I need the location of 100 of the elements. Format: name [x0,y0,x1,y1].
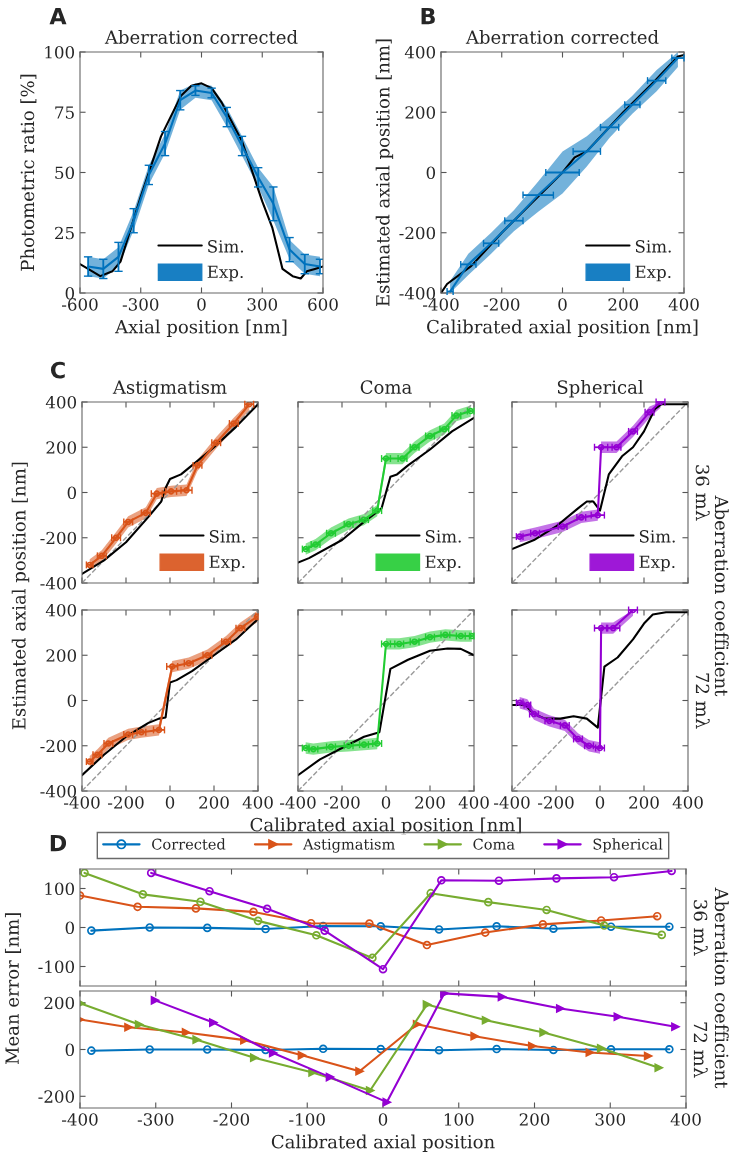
legend-label: Sim. [635,240,671,253]
y-axis-title: Mean error [nm] [4,913,22,1065]
point [320,926,329,935]
point [652,911,662,921]
point [434,1045,444,1055]
point [202,923,212,933]
point [124,1022,133,1032]
point [437,876,446,885]
point [138,890,148,899]
x-axis-title: Axial position [nm] [114,319,287,338]
y2-axis-title: 36 mλ [693,900,708,956]
x-tick-label: 400 [668,298,699,311]
point [657,930,667,940]
point [268,1048,278,1058]
point [376,922,386,931]
x-tick-label: 300 [595,1113,626,1126]
y-tick-label: 25 [55,226,74,240]
point [481,1015,491,1025]
point [606,922,616,932]
point [542,905,551,915]
point [318,921,328,931]
x-tick-label: -300 [122,298,159,311]
y-tick-label: -200 [38,1090,75,1103]
text: Aberration coefficient [714,495,729,697]
text: A [49,7,67,25]
legend-label: Exp. [639,555,675,572]
point [527,1041,537,1051]
point [549,924,558,933]
y-tick-label: 0 [65,1043,75,1057]
point [654,1063,664,1073]
y-tick-label: -100 [38,960,75,974]
y-tick-label: 400 [45,603,77,617]
point [549,1045,558,1055]
point [325,1072,335,1082]
point [483,897,493,907]
legend-label: Astigmatism [302,838,395,853]
point [492,1044,501,1054]
point [192,1035,201,1044]
point [665,922,674,932]
point [202,1045,212,1054]
y-tick-label: -400 [40,784,77,798]
x-tick-label: 600 [308,298,338,311]
text: D [50,834,67,852]
point [365,919,374,928]
y-tick-label: 0 [65,921,75,935]
y-tick-label: -200 [40,739,77,753]
point [422,940,432,950]
point [596,916,606,925]
chart-title: Aberration corrected [104,29,298,44]
legend-label: Exp. [209,555,245,572]
x-axis-title: Calibrated axial position [271,1134,495,1153]
chart-title: Coma [360,380,412,394]
point [261,924,270,934]
x-tick-label: -400 [280,796,316,809]
x-tick-label: 400 [672,796,703,809]
x-tick-label: 300 [247,298,278,311]
x-tick-label: 0 [197,298,206,311]
point [613,1012,623,1022]
chart-title: Spherical [557,379,644,398]
text: C [50,361,65,379]
y-axis-title: Estimated axial position [nm] [11,462,30,730]
y-tick-label: -400 [40,576,77,590]
point [643,1051,653,1061]
y-tick-label: -200 [399,226,436,240]
x-tick-label: 200 [199,796,229,809]
point [609,872,619,882]
point [555,1004,565,1013]
point [80,869,89,878]
y-tick-label: 200 [405,106,436,119]
x-tick-label: -200 [324,796,360,809]
y-tick-label: 200 [46,649,77,662]
y-tick-label: 200 [46,441,77,454]
legend-label: Corrected [152,838,226,850]
point [538,920,548,929]
x-tick-label: 0 [595,796,605,809]
x-tick-label: -400 [423,298,459,311]
point [539,1028,548,1037]
x-tick-label: -200 [483,298,520,311]
point [146,869,156,878]
y-tick-label: 100 [45,45,75,59]
x-tick-label: -200 [108,796,144,809]
x-tick-label: -300 [137,1113,174,1126]
y-tick-label: 0 [67,486,77,500]
x-tick-label: -100 [289,1113,325,1126]
y-tick-label: 50 [55,166,75,180]
y2-axis-title: 36 mλ [695,465,710,521]
x-tick-label: 100 [444,1113,474,1126]
legend-label: Sim. [639,530,675,543]
legend-label: Sim. [208,240,244,253]
point [368,953,377,963]
point [599,921,609,930]
text: Aberration coefficient [714,887,729,1089]
y-tick-label: 200 [44,996,75,1010]
x-tick-label: -600 [62,298,98,311]
point [355,1066,364,1076]
point [249,1053,259,1062]
y-tick-label: 400 [45,395,77,409]
point [665,1044,674,1054]
y-tick-label: 100 [45,882,75,896]
point [552,874,561,883]
